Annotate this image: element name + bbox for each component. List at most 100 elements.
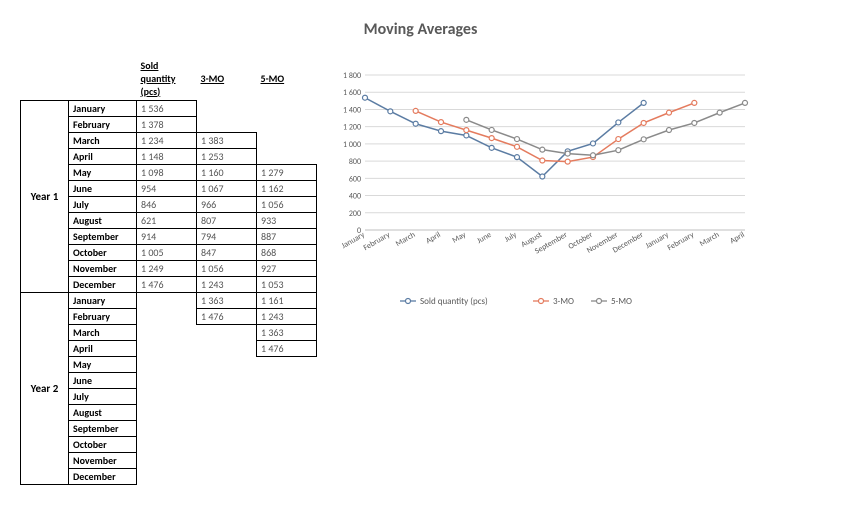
value-cell: [137, 405, 197, 421]
month-cell: April: [69, 149, 137, 165]
value-cell: 621: [137, 213, 197, 229]
month-cell: July: [69, 197, 137, 213]
svg-text:3-MO: 3-MO: [553, 296, 574, 307]
value-cell: 1 536: [137, 101, 197, 117]
svg-text:April: April: [424, 230, 442, 246]
value-cell: 1 148: [137, 149, 197, 165]
month-cell: October: [69, 437, 137, 453]
value-cell: [197, 101, 257, 117]
svg-text:1 800: 1 800: [343, 71, 361, 81]
svg-text:1 000: 1 000: [343, 140, 361, 150]
value-cell: [137, 421, 197, 437]
value-cell: [197, 357, 257, 373]
header-blank-year: [21, 57, 69, 101]
value-cell: [137, 373, 197, 389]
month-cell: August: [69, 405, 137, 421]
month-cell: August: [69, 213, 137, 229]
month-cell: November: [69, 261, 137, 277]
svg-text:February: February: [666, 230, 696, 253]
svg-text:800: 800: [349, 157, 361, 167]
month-cell: September: [69, 229, 137, 245]
header-3mo: 3-MO: [197, 57, 257, 101]
month-cell: December: [69, 277, 137, 293]
value-cell: 1 476: [137, 277, 197, 293]
month-cell: February: [69, 309, 137, 325]
value-cell: [197, 469, 257, 485]
svg-text:600: 600: [349, 174, 361, 184]
value-cell: [257, 421, 317, 437]
value-cell: [137, 357, 197, 373]
value-cell: 914: [137, 229, 197, 245]
value-cell: 868: [257, 245, 317, 261]
value-cell: [137, 437, 197, 453]
value-cell: [257, 469, 317, 485]
month-cell: January: [69, 293, 137, 309]
value-cell: [257, 453, 317, 469]
value-cell: 1 053: [257, 277, 317, 293]
value-cell: 846: [137, 197, 197, 213]
month-cell: January: [69, 101, 137, 117]
value-cell: [257, 133, 317, 149]
value-cell: 794: [197, 229, 257, 245]
value-cell: 1 056: [257, 197, 317, 213]
value-cell: [137, 453, 197, 469]
month-cell: November: [69, 453, 137, 469]
month-cell: March: [69, 325, 137, 341]
value-cell: [197, 405, 257, 421]
content-row: Sold quantity (pcs) 3-MO 5-MO Year 1Janu…: [20, 57, 821, 485]
month-cell: December: [69, 469, 137, 485]
value-cell: 1 253: [197, 149, 257, 165]
svg-text:400: 400: [349, 192, 361, 202]
svg-text:June: June: [475, 230, 493, 246]
svg-text:March: March: [698, 230, 721, 249]
header-5mo: 5-MO: [257, 57, 317, 101]
value-cell: 887: [257, 229, 317, 245]
table-row: Year 2January1 3631 161: [21, 293, 317, 309]
value-cell: 1 161: [257, 293, 317, 309]
year-group-cell: Year 1: [21, 101, 69, 293]
value-cell: [257, 101, 317, 117]
value-cell: [137, 293, 197, 309]
header-blank-month: [69, 57, 137, 101]
data-table: Sold quantity (pcs) 3-MO 5-MO Year 1Janu…: [20, 57, 317, 485]
month-cell: June: [69, 373, 137, 389]
svg-text:5-MO: 5-MO: [611, 296, 632, 307]
svg-text:Sold quantity (pcs): Sold quantity (pcs): [420, 296, 488, 307]
value-cell: 1 005: [137, 245, 197, 261]
value-cell: [197, 437, 257, 453]
value-cell: [137, 469, 197, 485]
value-cell: [197, 325, 257, 341]
svg-text:May: May: [451, 230, 469, 246]
value-cell: [197, 453, 257, 469]
chart-panel: 02004006008001 0001 2001 4001 6001 800Ja…: [327, 57, 821, 485]
svg-text:February: February: [362, 230, 392, 253]
month-cell: October: [69, 245, 137, 261]
value-cell: 1 056: [197, 261, 257, 277]
value-cell: [257, 373, 317, 389]
value-cell: [197, 421, 257, 437]
value-cell: 1 160: [197, 165, 257, 181]
svg-text:1 400: 1 400: [343, 105, 361, 115]
value-cell: 1 363: [257, 325, 317, 341]
value-cell: [257, 437, 317, 453]
value-cell: [197, 117, 257, 133]
month-cell: July: [69, 389, 137, 405]
value-cell: 1 476: [197, 309, 257, 325]
page-title: Moving Averages: [20, 20, 821, 39]
value-cell: [257, 357, 317, 373]
value-cell: 1 363: [197, 293, 257, 309]
month-cell: March: [69, 133, 137, 149]
value-cell: 954: [137, 181, 197, 197]
value-cell: 1 378: [137, 117, 197, 133]
value-cell: [137, 341, 197, 357]
value-cell: 807: [197, 213, 257, 229]
table-body: Year 1January1 536February1 378March1 23…: [21, 101, 317, 485]
month-cell: September: [69, 421, 137, 437]
value-cell: 1 249: [137, 261, 197, 277]
value-cell: [257, 389, 317, 405]
month-cell: June: [69, 181, 137, 197]
value-cell: 1 243: [197, 277, 257, 293]
svg-text:July: July: [503, 230, 519, 245]
value-cell: 1 383: [197, 133, 257, 149]
value-cell: [257, 117, 317, 133]
